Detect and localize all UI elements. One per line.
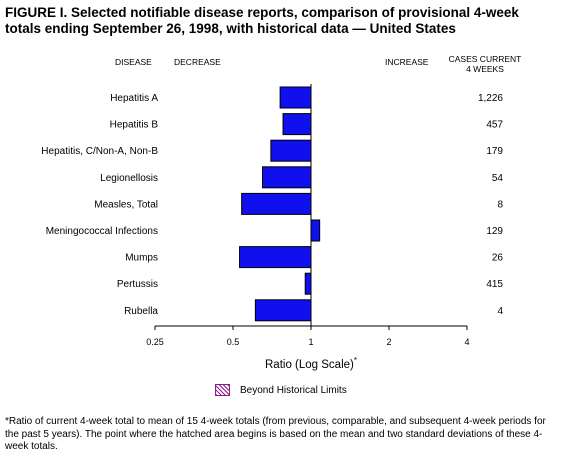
- figure-title: FIGURE I. Selected notifiable disease re…: [5, 5, 519, 36]
- header-increase: INCREASE: [385, 57, 429, 67]
- bar: [310, 219, 321, 242]
- x-axis-label-marker: *: [353, 356, 357, 365]
- bar: [239, 246, 312, 269]
- case-count: 179: [486, 146, 503, 157]
- header-disease: DISEASE: [115, 57, 152, 67]
- bar: [282, 113, 312, 136]
- header-cases-line1: CASES CURRENT: [448, 54, 522, 64]
- category-label: Hepatitis B: [110, 120, 159, 131]
- case-count: 457: [486, 120, 503, 131]
- x-tick-label: 1: [308, 337, 313, 347]
- legend-hatch-swatch: [215, 384, 230, 396]
- x-tick-label: 4: [464, 337, 469, 347]
- category-label: Hepatitis, C/Non-A, Non-B: [41, 146, 158, 157]
- bar: [254, 299, 312, 322]
- bar: [304, 272, 312, 295]
- footnote: *Ratio of current 4-week total to mean o…: [5, 416, 546, 452]
- category-label: Pertussis: [117, 279, 158, 290]
- legend: Beyond Historical Limits: [215, 384, 347, 396]
- legend-label: Beyond Historical Limits: [240, 384, 347, 396]
- category-label: Rubella: [124, 306, 158, 317]
- case-count: 415: [486, 279, 503, 290]
- case-count: 129: [486, 226, 503, 237]
- case-count: 1,226: [478, 93, 503, 104]
- x-axis-label: Ratio (Log Scale)*: [265, 356, 357, 371]
- category-label: Hepatitis A: [110, 93, 158, 104]
- category-label: Measles, Total: [94, 199, 158, 210]
- case-count: 8: [497, 199, 503, 210]
- x-tick-label: 0.5: [227, 337, 240, 347]
- header-decrease: DECREASE: [174, 57, 221, 67]
- case-count: 4: [497, 306, 503, 317]
- bar: [270, 139, 312, 162]
- category-label: Meningococcal Infections: [46, 226, 158, 237]
- bar: [241, 192, 312, 215]
- bar: [279, 86, 312, 109]
- case-count: 54: [492, 173, 504, 184]
- header-cases-line2: 4 WEEKS: [466, 64, 504, 74]
- case-count: 26: [492, 253, 504, 264]
- category-label: Mumps: [125, 253, 158, 264]
- category-label: Legionellosis: [100, 173, 158, 184]
- x-tick-label: 2: [386, 337, 391, 347]
- x-axis-label-text: Ratio (Log Scale): [265, 358, 354, 371]
- header-cases-current: CASES CURRENT 4 WEEKS: [440, 54, 530, 74]
- x-tick-label: 0.25: [146, 337, 164, 347]
- bar: [262, 166, 312, 189]
